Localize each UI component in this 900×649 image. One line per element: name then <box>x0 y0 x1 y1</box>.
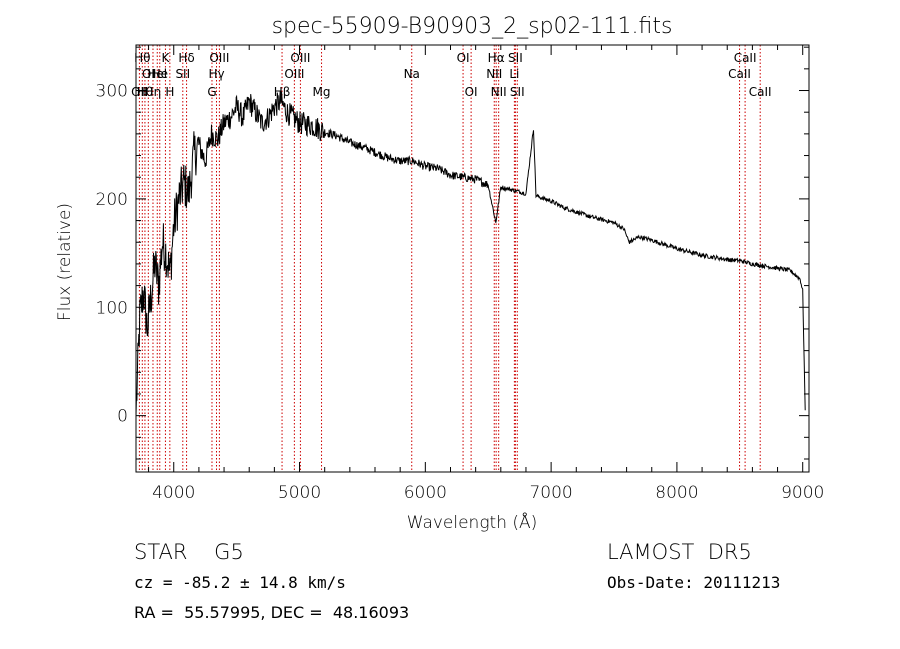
line-label: OIII <box>290 51 310 65</box>
line-label: SII <box>508 51 523 65</box>
line-label: CaII <box>749 85 772 99</box>
x-tick-label: 6000 <box>404 483 447 503</box>
line-label: H <box>165 85 174 99</box>
line-label: Li <box>509 67 519 81</box>
line-label: G <box>207 85 216 99</box>
axis-ticks: 4000 5000 6000 7000 8000 9000 0 100 200 300 <box>96 45 824 503</box>
line-label: Hθ <box>134 51 150 65</box>
line-label: OI <box>142 67 155 81</box>
x-tick-label: 9000 <box>781 483 824 503</box>
y-tick-label: 300 <box>96 82 128 102</box>
y-tick-label: 0 <box>117 407 128 427</box>
line-label: Hβ <box>274 85 291 99</box>
redshift-velocity: cz = -85.2 ± 14.8 km/s <box>134 573 346 592</box>
spectrum-line <box>135 91 806 416</box>
line-label: SII <box>175 67 190 81</box>
observation-date: Obs-Date: 20111213 <box>607 573 781 592</box>
y-tick-label: 200 <box>96 190 128 210</box>
line-label: OIII <box>209 51 229 65</box>
y-axis-label: Flux (relative) <box>55 203 75 321</box>
line-label: OII <box>131 85 148 99</box>
line-label: NII <box>486 67 502 81</box>
line-label: Hθ <box>137 85 153 99</box>
x-tick-label: 4000 <box>152 483 195 503</box>
survey-release: LAMOST DR5 <box>607 540 752 564</box>
line-label: Hel <box>147 67 167 81</box>
x-tick-label: 5000 <box>278 483 321 503</box>
line-label: NII <box>491 85 507 99</box>
line-label: He <box>152 67 168 81</box>
x-tick-label: 7000 <box>529 483 572 503</box>
line-label: Hη <box>145 85 162 99</box>
line-label: Hα <box>488 51 505 65</box>
x-tick-label: 8000 <box>655 483 698 503</box>
y-tick-label: 100 <box>96 298 128 318</box>
line-label: OI <box>457 51 470 65</box>
line-label: OIII <box>284 67 304 81</box>
line-label: Hγ <box>208 67 224 81</box>
line-label: Mg <box>313 85 331 99</box>
emission-line-labels: OIIHθHθOIHηHelHeKHSIIHδGHγOIIIHβOIIIOIII… <box>131 51 771 99</box>
line-label: K <box>161 51 170 65</box>
line-label: CaII <box>728 67 751 81</box>
object-type: STAR G5 <box>134 540 244 564</box>
sky-coordinates: RA = 55.57995, DEC = 48.16093 <box>134 603 410 622</box>
line-label: OI <box>465 85 478 99</box>
line-label: Na <box>404 67 420 81</box>
line-label: CaII <box>734 51 757 65</box>
plot-frame <box>135 44 810 473</box>
line-label: SII <box>510 85 525 99</box>
line-label: Hδ <box>178 51 194 65</box>
x-axis-label: Wavelength (Å) <box>407 511 538 533</box>
chart-title: spec-55909-B90903_2_sp02-111.fits <box>272 14 673 39</box>
